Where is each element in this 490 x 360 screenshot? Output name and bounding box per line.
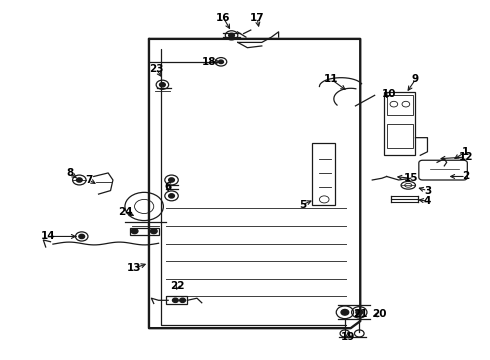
Text: 17: 17: [250, 13, 264, 23]
Bar: [387, 123, 413, 148]
Circle shape: [219, 60, 223, 64]
Bar: [387, 95, 413, 115]
Circle shape: [160, 83, 165, 87]
Text: 2: 2: [462, 171, 469, 181]
Bar: [384, 92, 416, 155]
Circle shape: [169, 178, 174, 182]
Text: 1: 1: [462, 147, 469, 157]
Circle shape: [180, 298, 185, 302]
Text: 24: 24: [118, 207, 132, 217]
Circle shape: [169, 194, 174, 198]
Circle shape: [229, 33, 234, 37]
Text: 20: 20: [372, 309, 387, 319]
Circle shape: [172, 298, 178, 302]
Text: 11: 11: [324, 75, 339, 85]
Text: 22: 22: [171, 281, 185, 291]
Bar: [166, 296, 187, 304]
Text: 5: 5: [299, 200, 306, 210]
Bar: [130, 228, 159, 235]
Text: 3: 3: [424, 186, 431, 195]
Text: 10: 10: [382, 89, 396, 99]
Text: 13: 13: [127, 263, 142, 273]
Circle shape: [150, 229, 157, 234]
Text: 8: 8: [66, 168, 74, 178]
Text: 19: 19: [341, 332, 355, 342]
Circle shape: [76, 178, 82, 182]
Text: 23: 23: [149, 64, 163, 74]
Circle shape: [131, 229, 138, 234]
Text: 9: 9: [412, 75, 419, 85]
Text: 6: 6: [165, 182, 172, 192]
Circle shape: [79, 234, 85, 239]
Text: 21: 21: [353, 309, 368, 319]
Text: 15: 15: [403, 173, 418, 183]
Text: 14: 14: [41, 231, 55, 242]
Text: 18: 18: [202, 57, 216, 67]
Text: 12: 12: [459, 152, 473, 162]
Bar: [312, 143, 335, 205]
Circle shape: [341, 310, 349, 315]
Circle shape: [356, 310, 363, 315]
Text: 7: 7: [85, 175, 93, 185]
Text: 16: 16: [216, 13, 231, 23]
Text: 4: 4: [424, 196, 431, 206]
